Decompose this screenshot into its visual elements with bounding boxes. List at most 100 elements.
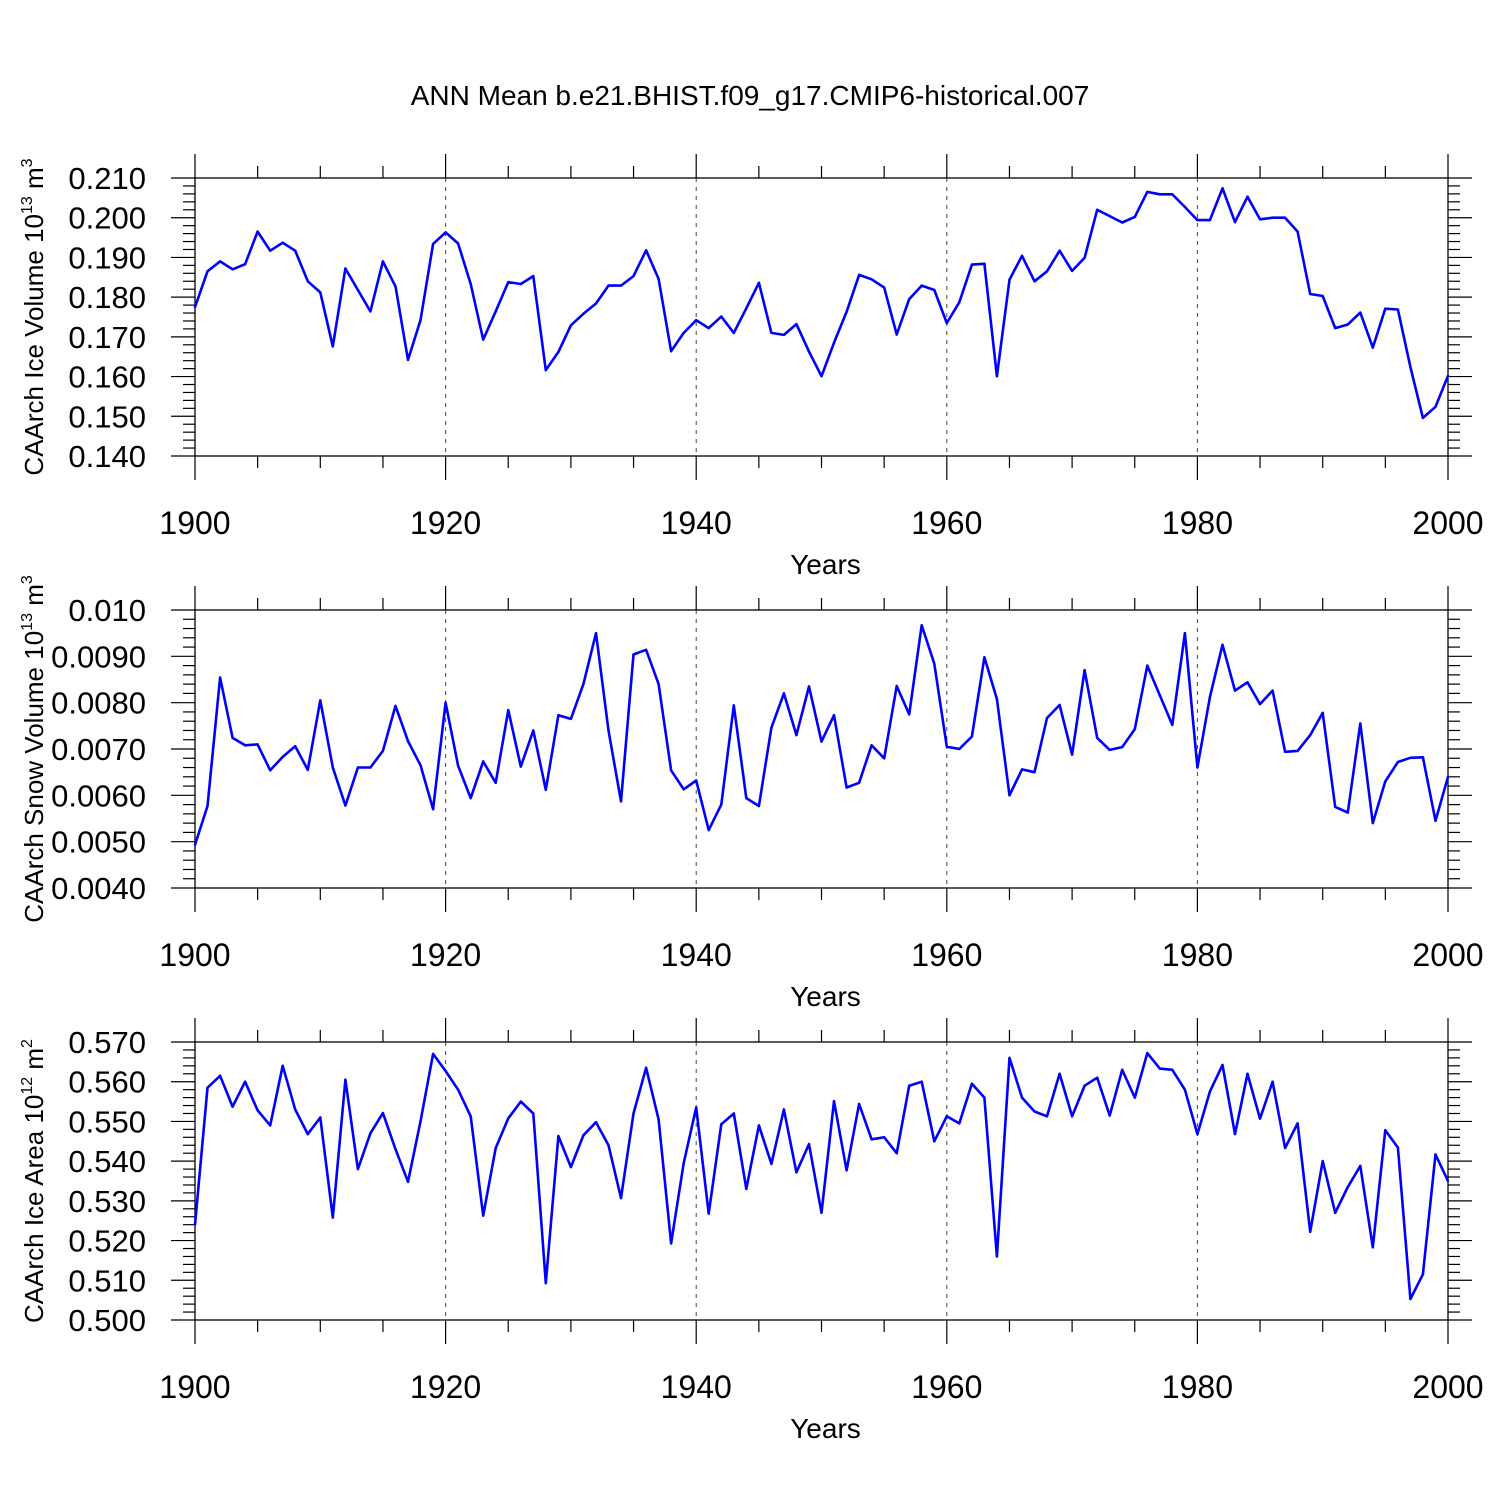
data-point [356,766,360,769]
y-tick-label: 0.200 [68,201,146,236]
data-point [507,1117,510,1120]
data-point [1196,218,1199,222]
data-point [281,755,284,759]
data-point [1321,294,1324,298]
data-point [1008,1056,1011,1060]
y-tick-label: 0.150 [68,399,146,434]
data-point [243,263,247,266]
data-point [381,1111,385,1115]
data-point [720,1123,723,1126]
data-point [319,291,322,294]
data-point [1171,1068,1174,1072]
data-point [632,274,635,278]
y-tick-label: 0.0050 [51,825,146,860]
x-tick-label: 1980 [1162,937,1233,973]
x-tick-label: 1900 [159,505,230,541]
data-point [569,324,573,327]
data-point [1371,346,1375,349]
data-point [557,714,560,717]
data-point [1434,405,1437,408]
data-point [507,280,510,284]
data-point [1020,254,1024,257]
data-point [544,369,547,372]
data-point [820,375,823,378]
data-point [519,1100,522,1103]
data-point [682,788,685,791]
data-point [1359,311,1362,314]
data-point [269,249,272,252]
data-point [256,230,259,233]
data-point [1334,326,1337,330]
data-point [231,1105,234,1108]
data-point [657,277,660,281]
data-point [456,242,460,245]
data-point [494,1146,497,1150]
y-tick-label: 0.500 [68,1303,146,1338]
y-tick-label: 0.170 [68,320,146,355]
data-point [669,769,673,772]
y-axis-label: CAArch Snow Volume 1013 m3 [19,575,49,923]
data-point [406,739,410,743]
x-axis-label: Years [790,1413,861,1444]
data-point [1446,374,1450,377]
data-point [306,280,309,283]
y-axis-label: CAArch Ice Area 1012 m2 [19,1039,49,1323]
data-point [1334,1211,1337,1215]
data-point [1008,794,1011,797]
data-point [820,1211,823,1215]
data-point [1058,703,1061,707]
data-point [619,1196,623,1200]
series-line [193,187,1450,420]
data-point [732,704,735,707]
data-point [1133,727,1137,731]
y-tick-label: 0.0040 [51,871,146,906]
data-point [1296,230,1299,233]
data-point [857,781,861,784]
data-point [983,262,986,265]
data-point [394,285,397,288]
data-point [381,749,385,753]
data-point [908,1084,911,1087]
data-point [1121,1068,1124,1072]
data-point [1321,711,1324,715]
data-point [832,1100,836,1103]
data-point [607,729,610,732]
data-point [1045,716,1049,720]
data-point [1196,1132,1199,1136]
data-point [657,682,660,686]
x-tick-label: 2000 [1412,505,1483,541]
data-point [1096,736,1099,740]
data-point [532,274,535,278]
plot-frame [194,1041,1449,1321]
data-point [1133,215,1137,219]
data-point [933,1140,936,1143]
data-point [1058,249,1061,252]
data-point [870,278,873,281]
data-point [193,305,197,309]
data-point [394,704,397,708]
data-point [644,1066,648,1070]
data-point [406,1180,410,1184]
data-point [795,1171,798,1174]
y-tick-label: 0.540 [68,1144,146,1179]
data-point [1396,760,1400,764]
data-point [720,803,723,806]
data-point [895,1152,898,1155]
data-point [557,350,560,354]
data-point [1283,216,1287,219]
data-point [619,284,623,287]
data-point [958,747,961,751]
data-point [507,708,510,712]
data-point [1045,1115,1049,1118]
data-point [1083,1084,1086,1087]
data-point [908,713,911,716]
data-point [494,310,497,313]
data-point [1133,1096,1137,1099]
data-point [1371,821,1375,825]
data-point [745,1187,748,1191]
data-point [1271,1080,1274,1083]
data-point [319,699,322,702]
data-point [469,282,472,286]
data-point [1121,745,1124,749]
data-point [369,766,372,769]
